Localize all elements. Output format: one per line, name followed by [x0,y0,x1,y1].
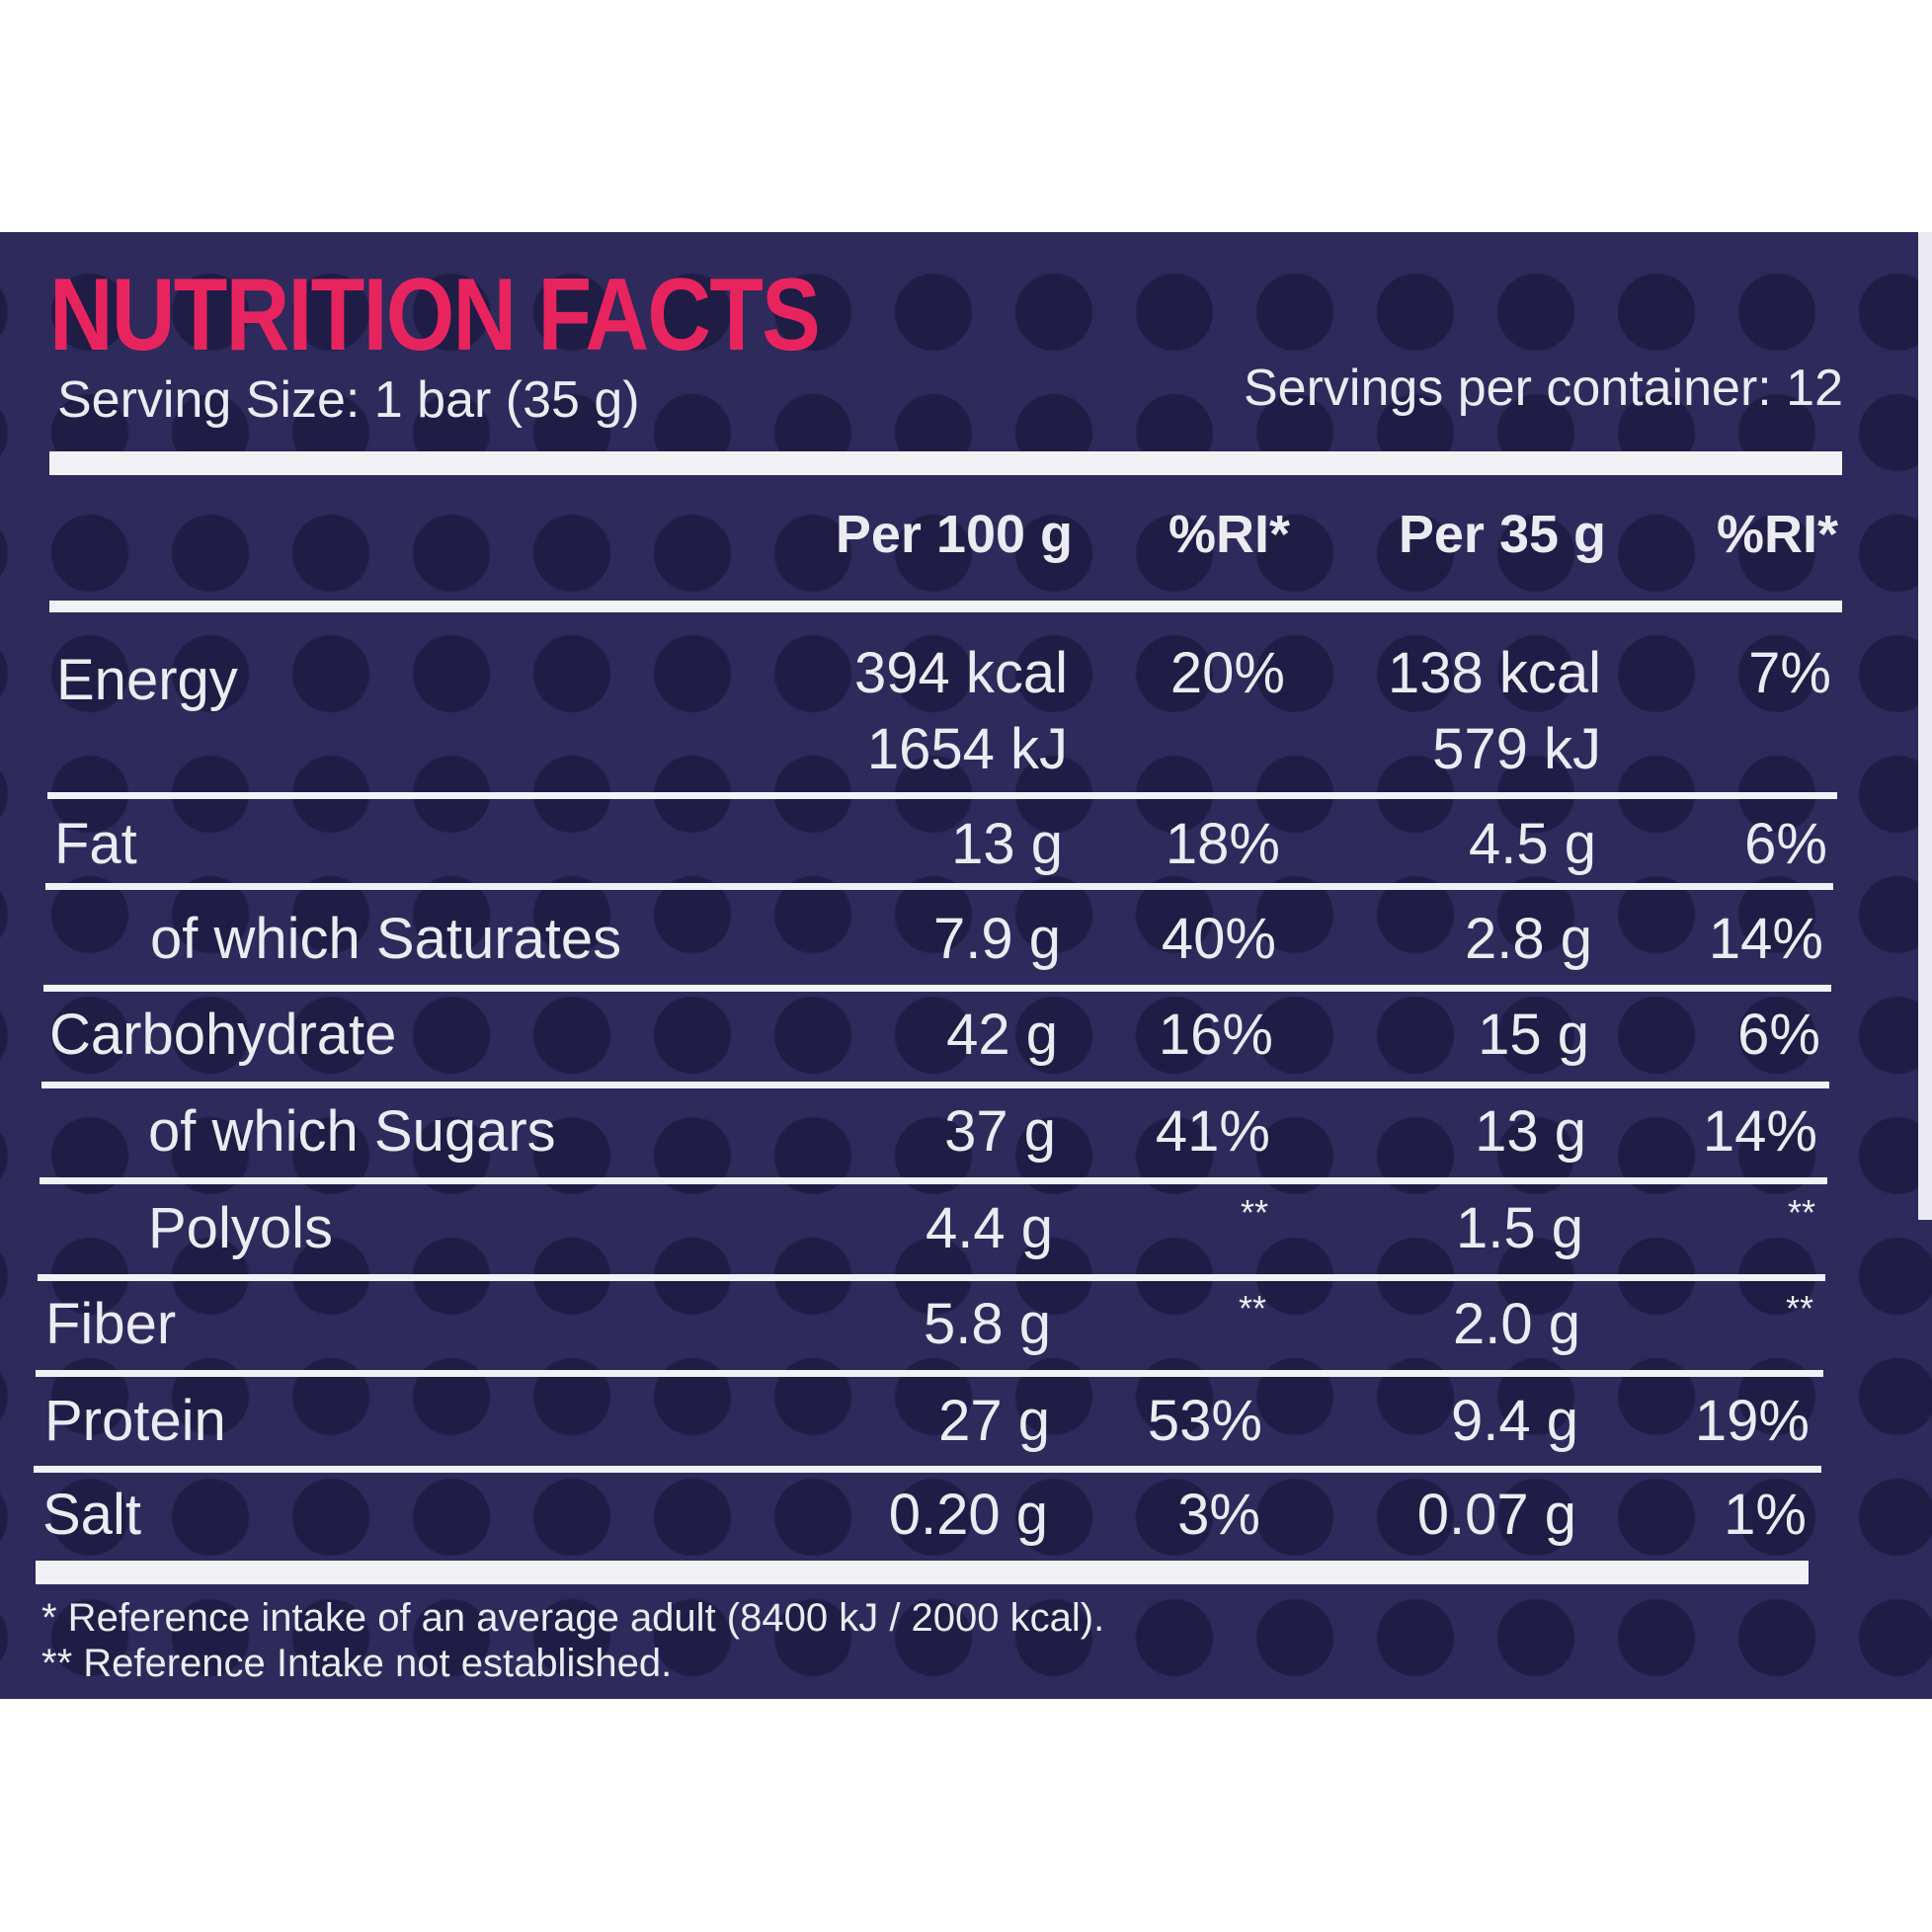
bottom-rule [36,1561,1809,1584]
salt-ri100: 3% [1177,1483,1260,1547]
col-header-ri35: %RI* [1716,505,1838,564]
sugars-ri100: 41% [1155,1099,1270,1164]
energy-per100-kj: 1654 kJ [866,717,1068,781]
carbohydrate-per100: 42 g [946,1003,1058,1067]
col-header-per100: Per 100 g [835,505,1073,564]
polyols-ri35: ** [1787,1192,1815,1233]
row-label-sugars: of which Sugars [148,1099,556,1164]
edge-strip [1918,232,1932,1220]
row-rule [38,1274,1825,1281]
footnote-not-established: ** Reference Intake not established. [41,1642,673,1685]
sugars-per100: 37 g [944,1099,1056,1164]
fiber-per100: 5.8 g [924,1292,1051,1356]
serving-size: Serving Size: 1 bar (35 g) [57,371,640,429]
servings-per-container: Servings per container: 12 [1243,360,1843,417]
row-rule [41,1082,1829,1088]
row-rule [36,1370,1823,1377]
row-rule [34,1466,1821,1473]
sugars-ri35: 14% [1702,1099,1817,1164]
fat-ri100: 18% [1165,812,1280,876]
row-label-protein: Protein [44,1389,226,1453]
salt-per35: 0.07 g [1416,1483,1576,1547]
nutrition-panel: NUTRITION FACTS Serving Size: 1 bar (35 … [0,232,1932,1699]
energy-per100-kcal: 394 kcal [853,641,1068,705]
carbohydrate-ri35: 6% [1737,1003,1820,1067]
col-header-per35: Per 35 g [1398,505,1606,564]
fiber-ri100: ** [1238,1288,1266,1328]
row-label-fiber: Fiber [45,1292,177,1356]
polyols-ri100: ** [1240,1192,1268,1233]
energy-ri35: 7% [1748,641,1831,705]
row-label-saturates: of which Saturates [150,907,622,971]
saturates-per100: 7.9 g [933,907,1061,971]
nutrition-title: NUTRITION FACTS [49,258,821,372]
row-label-energy: Energy [56,648,238,712]
fat-per35: 4.5 g [1469,812,1596,876]
protein-per100: 27 g [938,1389,1050,1453]
protein-per35: 9.4 g [1451,1389,1578,1453]
saturates-per35: 2.8 g [1465,907,1592,971]
footnote-ri: * Reference intake of an average adult (… [41,1596,1105,1640]
row-rule [47,792,1837,799]
energy-ri100: 20% [1169,641,1285,705]
fiber-per35: 2.0 g [1453,1292,1580,1356]
protein-ri35: 19% [1694,1389,1810,1453]
sugars-per35: 13 g [1475,1099,1586,1164]
fat-ri35: 6% [1744,812,1827,876]
row-label-polyols: Polyols [148,1196,333,1260]
row-rule [40,1177,1827,1184]
salt-ri35: 1% [1724,1483,1807,1547]
row-rule [43,985,1831,992]
fiber-ri35: ** [1785,1288,1813,1328]
energy-per35-kj: 579 kJ [1432,717,1601,781]
saturates-ri100: 40% [1161,907,1276,971]
col-header-ri100: %RI* [1167,505,1290,564]
energy-per35-kcal: 138 kcal [1387,641,1601,705]
row-rule [45,883,1833,890]
row-label-fat: Fat [54,812,137,876]
carbohydrate-per35: 15 g [1478,1003,1589,1067]
saturates-ri35: 14% [1708,907,1823,971]
salt-per100: 0.20 g [888,1483,1048,1547]
carbohydrate-ri100: 16% [1158,1003,1273,1067]
header-rule [49,601,1842,612]
polyols-per35: 1.5 g [1456,1196,1583,1260]
footnotes: * Reference intake of an average adult (… [41,1595,1104,1686]
fat-per100: 13 g [951,812,1063,876]
row-label-carbohydrate: Carbohydrate [49,1003,397,1067]
row-label-salt: Salt [42,1483,141,1547]
top-rule [49,451,1842,475]
protein-ri100: 53% [1147,1389,1262,1453]
polyols-per100: 4.4 g [926,1196,1053,1260]
